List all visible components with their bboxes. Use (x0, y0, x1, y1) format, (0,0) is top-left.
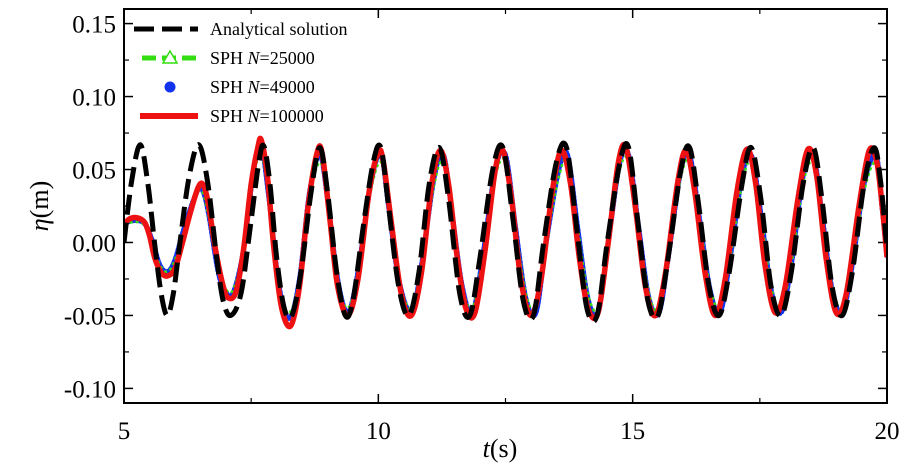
legend-marker-triangle (161, 49, 179, 64)
x-axis-symbol: t (483, 434, 491, 463)
y-tick-label: -0.05 (64, 303, 116, 330)
y-axis-symbol: η (25, 218, 54, 231)
legend-item-n25000: SPH N=25000 (142, 48, 315, 68)
legend-item-n49000: SPH N=49000 (164, 77, 315, 97)
legend-item-n100000: SPH N=100000 (140, 106, 324, 126)
y-tick-label: 0.10 (72, 85, 116, 112)
legend-marker-circle (164, 81, 176, 93)
x-tick-label: 5 (118, 418, 131, 445)
legend: Analytical solution SPH N=25000 SPH N=4900… (134, 19, 347, 126)
legend-item-analytical: Analytical solution (134, 19, 347, 39)
x-axis-unit: (s) (490, 434, 517, 463)
legend-label: Analytical solution (210, 19, 347, 39)
plot-frame (123, 8, 888, 404)
series-line-analytical (124, 140, 887, 325)
x-tick-label: 20 (875, 418, 900, 445)
legend-label: SPH N=49000 (210, 77, 315, 97)
axis-ticks (123, 9, 888, 403)
y-tick-label: 0.05 (72, 158, 116, 185)
series-analytical (124, 140, 887, 325)
y-tick-label: -0.10 (64, 376, 116, 403)
legend-label: SPH N=100000 (210, 106, 324, 126)
x-axis-title: t(s) (483, 434, 518, 463)
y-tick-label: 0.15 (72, 12, 116, 39)
legend-label: SPH N=25000 (210, 48, 315, 68)
x-tick-label: 10 (366, 418, 391, 445)
series-layer (124, 135, 887, 330)
y-axis-unit: (m) (25, 181, 54, 219)
x-tick-label: 15 (620, 418, 645, 445)
tick-labels: 5 10 15 20 -0.10 -0.05 0.00 0.05 0.10 0.15 (64, 12, 900, 445)
y-tick-label: 0.00 (72, 230, 116, 257)
y-axis-title: η(m) (25, 181, 54, 231)
